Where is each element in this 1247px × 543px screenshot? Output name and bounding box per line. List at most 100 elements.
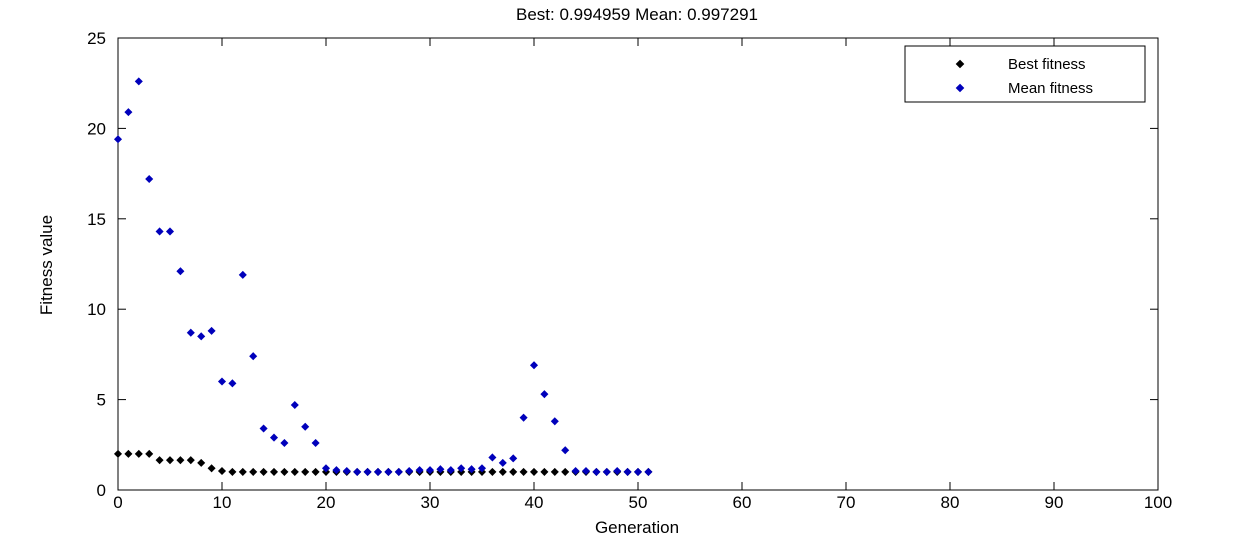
mean-fitness-point: [249, 352, 258, 361]
best-fitness-point: [207, 464, 216, 473]
mean-fitness-point: [134, 77, 143, 86]
best-fitness-point: [165, 456, 175, 465]
best-fitness-point: [311, 467, 320, 476]
mean-fitness-point: [644, 467, 653, 476]
x-tick-label: 50: [629, 493, 648, 512]
y-axis-label: Fitness value: [37, 215, 56, 315]
mean-fitness-point: [269, 433, 279, 442]
mean-fitness-point: [623, 467, 632, 476]
mean-fitness-point: [592, 467, 601, 476]
mean-fitness-point: [238, 270, 247, 279]
best-fitness-point: [301, 467, 310, 476]
mean-fitness-point: [519, 413, 528, 422]
best-fitness-point: [509, 467, 518, 476]
x-axis-label: Generation: [595, 518, 679, 537]
best-fitness-point: [290, 467, 299, 476]
mean-fitness-point: [363, 467, 372, 476]
best-fitness-point: [145, 449, 154, 458]
mean-fitness-point: [405, 466, 414, 476]
legend-mean-fitness: Mean fitness: [1008, 80, 1093, 97]
mean-fitness-point: [509, 454, 518, 463]
mean-fitness-point: [259, 424, 268, 433]
x-tick-label: 0: [113, 493, 122, 512]
legend-box: [904, 45, 1146, 103]
legend-best-fitness: Best fitness: [1008, 56, 1086, 73]
x-tick-label: 10: [213, 493, 232, 512]
mean-fitness-point: [477, 464, 487, 473]
mean-fitness-point: [488, 453, 497, 462]
best-fitness-point: [134, 449, 143, 458]
mean-fitness-point: [228, 379, 237, 388]
mean-fitness-point: [384, 467, 393, 476]
best-fitness-point: [498, 467, 507, 476]
mean-fitness-point: [540, 390, 549, 399]
mean-fitness-point: [280, 438, 289, 448]
best-fitness-point: [186, 456, 195, 465]
best-fitness-point: [259, 467, 268, 476]
best-fitness-point: [228, 467, 237, 476]
mean-fitness-point: [394, 467, 403, 476]
mean-fitness-point: [561, 446, 570, 455]
y-tick-label: 25: [87, 29, 106, 48]
best-fitness-point: [269, 467, 279, 476]
best-fitness-point: [197, 458, 206, 467]
best-fitness-point: [238, 467, 247, 476]
mean-fitness-point: [529, 361, 539, 370]
mean-fitness-point: [124, 108, 133, 117]
mean-fitness-point: [415, 466, 424, 475]
best-fitness-point: [561, 467, 570, 476]
y-tick-label: 10: [87, 300, 106, 319]
legend-best-fitness-marker: [955, 59, 965, 69]
legend-mean-fitness-marker: [955, 83, 965, 93]
x-tick-label: 60: [733, 493, 752, 512]
mean-fitness-point: [321, 464, 331, 473]
mean-fitness-point: [290, 400, 299, 410]
mean-fitness-point: [633, 467, 643, 476]
best-fitness-point: [550, 467, 559, 476]
y-tick-label: 15: [87, 210, 106, 229]
mean-fitness-point: [467, 465, 476, 474]
x-tick-label: 80: [941, 493, 960, 512]
mean-fitness-point: [353, 467, 362, 476]
mean-fitness-point: [301, 422, 310, 431]
mean-fitness-point: [145, 174, 154, 184]
mean-fitness-point: [425, 466, 435, 475]
mean-fitness-point: [446, 466, 455, 475]
axis-ticks: 0 10 20 30 40 50 60 70 80 90 100 0 5 10 15 20 25: [87, 29, 1172, 512]
best-fitness-point: [249, 467, 258, 476]
x-tick-label: 40: [525, 493, 544, 512]
mean-fitness-point: [571, 466, 580, 476]
mean-fitness-point: [217, 377, 227, 386]
mean-fitness-point: [197, 332, 206, 341]
x-tick-label: 90: [1045, 493, 1064, 512]
chart-title: Best: 0.994959 Mean: 0.997291: [516, 5, 758, 24]
best-fitness-point: [176, 456, 185, 465]
best-fitness-point: [540, 467, 549, 476]
mean-fitness-point: [498, 458, 507, 467]
mean-fitness-point: [342, 466, 351, 476]
mean-fitness-point: [113, 135, 123, 144]
x-tick-label: 20: [317, 493, 336, 512]
mean-fitness-point: [457, 464, 466, 473]
best-fitness-point: [113, 449, 123, 458]
best-fitness-point: [529, 467, 539, 476]
best-fitness-point: [155, 456, 164, 465]
y-tick-label: 5: [97, 391, 106, 410]
legend: Best fitness Mean fitness: [904, 45, 1146, 103]
best-fitness-point: [124, 449, 133, 458]
mean-fitness-point: [373, 467, 383, 476]
x-tick-label: 30: [421, 493, 440, 512]
mean-fitness-point: [332, 466, 341, 475]
mean-fitness-point: [602, 467, 611, 476]
mean-fitness-point: [155, 227, 164, 236]
plot-area: [117, 37, 1159, 491]
best-fitness-point: [519, 467, 528, 476]
best-fitness-point: [280, 467, 289, 476]
mean-fitness-point: [176, 267, 185, 276]
mean-fitness-point: [550, 417, 559, 426]
mean-fitness-point: [207, 326, 216, 335]
data-points: [113, 77, 653, 476]
x-tick-label: 100: [1144, 493, 1172, 512]
